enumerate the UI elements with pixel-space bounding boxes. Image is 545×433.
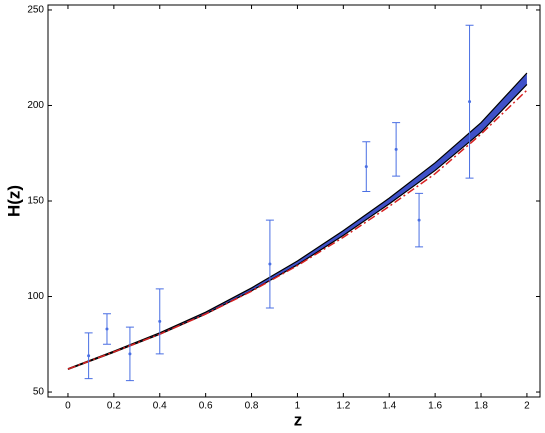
data-point [364, 165, 368, 169]
x-tick-label: 0.6 [199, 401, 213, 412]
y-tick-label: 50 [33, 387, 45, 398]
data-point [468, 100, 472, 104]
x-tick-label: 1.8 [474, 401, 488, 412]
confidence-band [67, 73, 527, 370]
band-edge [67, 72, 528, 370]
y-tick-label: 200 [27, 100, 44, 111]
data-point [417, 218, 421, 222]
data-point [158, 319, 162, 323]
data-point [128, 352, 132, 356]
y-axis-title: H(z) [4, 185, 23, 217]
x-axis-title: z [294, 410, 303, 429]
reference-line [67, 89, 528, 370]
x-tick-label: 1.6 [428, 401, 442, 412]
x-tick-label: 0.2 [107, 401, 121, 412]
x-tick-label: 0.4 [153, 401, 167, 412]
x-tick-label: 1.2 [336, 401, 350, 412]
data-point [268, 262, 272, 266]
y-tick-label: 100 [27, 291, 44, 302]
plot-frame [47, 4, 541, 398]
data-point [87, 354, 91, 358]
y-tick-label: 250 [27, 5, 44, 16]
band-edge [67, 84, 528, 371]
x-tick-label: 1.4 [382, 401, 396, 412]
y-tick-label: 150 [27, 196, 44, 207]
x-tick-label: 0.8 [245, 401, 259, 412]
data-point [105, 327, 109, 331]
x-tick-label: 2 [524, 401, 530, 412]
x-tick-label: 1 [295, 401, 301, 412]
data-point [394, 147, 398, 151]
x-tick-label: 0 [65, 401, 71, 412]
